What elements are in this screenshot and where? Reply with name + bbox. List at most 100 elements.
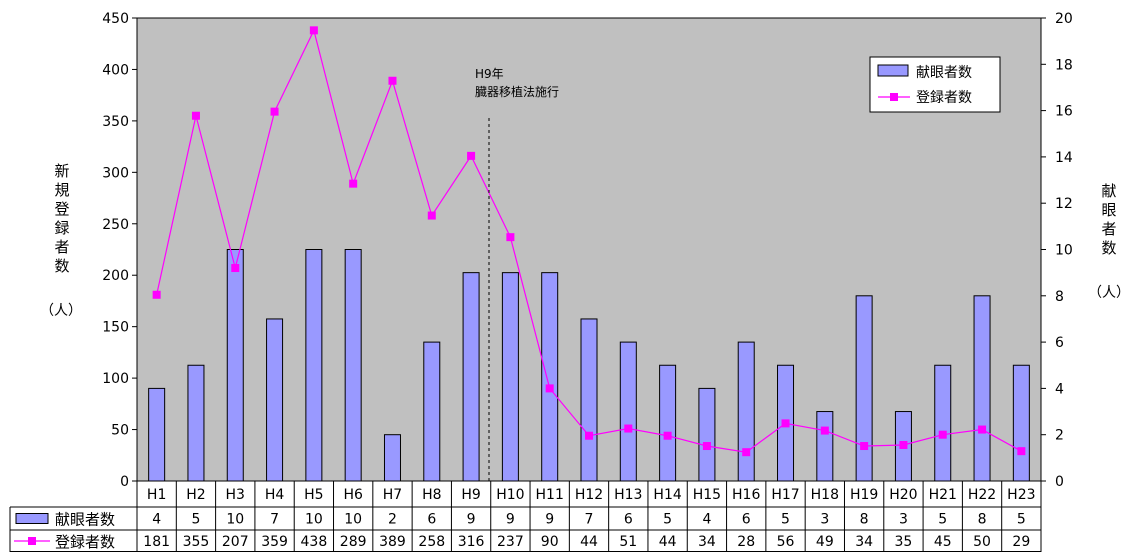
registrants-point-H17: [781, 419, 790, 428]
category-label-H21: H21: [929, 487, 957, 503]
table-bar-value-H20: 3: [899, 512, 908, 528]
bar-H14: [659, 364, 677, 482]
right-axis-title-char: 者: [1101, 220, 1116, 238]
table-line-value-H15: 34: [698, 534, 716, 550]
registrants-point-H23: [1017, 447, 1026, 456]
table-line-value-H12: 44: [580, 534, 598, 550]
bar-H15: [698, 387, 716, 482]
table-bar-value-H12: 7: [585, 512, 594, 528]
bar-H6: [344, 249, 362, 482]
table-bar-value-H23: 5: [1017, 512, 1026, 528]
category-label-H8: H8: [422, 487, 441, 503]
table-line-value-H1: 181: [143, 534, 170, 550]
table-bar-value-H22: 8: [978, 512, 987, 528]
table-line-value-H11: 90: [541, 534, 559, 550]
table-bar-value-H15: 4: [702, 512, 711, 528]
left-tick-label: 200: [102, 268, 129, 284]
category-label-H9: H9: [461, 487, 480, 503]
table-line-value-H2: 355: [183, 534, 210, 550]
left-tick-label: 50: [111, 423, 129, 439]
category-label-H16: H16: [732, 487, 760, 503]
left-tick-label: 250: [102, 217, 129, 233]
right-tick-label: 6: [1055, 335, 1064, 351]
left-tick-label: 150: [102, 320, 129, 336]
bar-H2: [187, 364, 205, 482]
left-axis-unit: （人）: [40, 303, 82, 319]
bar-H23: [1012, 364, 1030, 482]
table-bar-value-H1: 4: [152, 512, 161, 528]
table-bar-value-H9: 9: [467, 512, 476, 528]
right-tick-label: 18: [1055, 57, 1073, 73]
right-tick-label: 8: [1055, 289, 1064, 305]
left-axis-title-char: 録: [54, 219, 69, 237]
right-tick-label: 12: [1055, 196, 1073, 212]
registrants-point-H15: [702, 442, 711, 451]
registrants-point-H8: [427, 211, 436, 220]
category-label-H12: H12: [575, 487, 603, 503]
table-line-value-H7: 389: [379, 534, 406, 550]
table-bar-key: [15, 513, 49, 524]
legend-line-label: 登録者数: [916, 90, 972, 106]
table-bar-value-H17: 5: [781, 512, 790, 528]
right-axis-title-char: 眼: [1101, 201, 1116, 219]
table-bar-value-H21: 5: [938, 512, 947, 528]
left-axis-title-char: 新: [54, 162, 69, 180]
table-bar-value-H6: 10: [344, 512, 362, 528]
right-tick-label: 14: [1055, 150, 1073, 166]
category-label-H5: H5: [304, 487, 323, 503]
table-bar-value-H5: 10: [305, 512, 323, 528]
category-label-H18: H18: [811, 487, 839, 503]
left-axis-title-char: 数: [54, 257, 69, 275]
category-label-H4: H4: [265, 487, 285, 503]
table-bar-value-H3: 10: [226, 512, 244, 528]
right-axis-title-char: 献: [1101, 182, 1116, 200]
table-line-value-H17: 56: [777, 534, 795, 550]
table-line-value-H14: 44: [659, 534, 677, 550]
registrants-point-H20: [899, 440, 908, 449]
bar-H16: [737, 341, 755, 482]
left-tick-label: 100: [102, 371, 129, 387]
right-tick-label: 16: [1055, 104, 1073, 120]
left-tick-label: 300: [102, 165, 129, 181]
bar-H12: [580, 318, 598, 482]
table-line-value-H10: 237: [497, 534, 524, 550]
table-line-value-H3: 207: [222, 534, 249, 550]
table-line-value-H13: 51: [619, 534, 637, 550]
registrants-point-H4: [270, 107, 279, 116]
right-axis-unit: （人）: [1088, 285, 1130, 301]
right-tick-label: 10: [1055, 243, 1073, 259]
table-bar-value-H16: 6: [742, 512, 751, 528]
category-label-H11: H11: [536, 487, 564, 503]
table-line-value-H21: 45: [934, 534, 952, 550]
right-tick-label: 20: [1055, 11, 1073, 27]
bar-H19: [855, 295, 873, 482]
left-tick-label: 400: [102, 62, 129, 78]
data-table: H14181H25355H310207H47359H510438H610289H…: [9, 480, 1042, 552]
registrants-point-H1: [152, 290, 161, 299]
table-bar-value-H13: 6: [624, 512, 633, 528]
table-line-value-H4: 359: [261, 534, 288, 550]
bar-H4: [266, 318, 284, 482]
left-tick-label: 350: [102, 114, 129, 130]
table-line-row-label: 登録者数: [55, 533, 115, 551]
table-line-value-H16: 28: [737, 534, 755, 550]
left-axis-title-char: 者: [54, 238, 69, 256]
bar-H11: [541, 272, 559, 482]
table-line-value-H5: 438: [301, 534, 328, 550]
legend: 献眼者数 登録者数: [869, 56, 1001, 113]
table-line-value-H9: 316: [458, 534, 485, 550]
table-bar-row-label: 献眼者数: [55, 511, 115, 529]
right-tick-label: 4: [1055, 381, 1064, 397]
category-label-H13: H13: [614, 487, 642, 503]
right-tick-label: 0: [1055, 474, 1064, 490]
registrants-point-H5: [309, 26, 318, 35]
bar-H5: [305, 249, 323, 482]
registrants-point-H21: [938, 430, 947, 439]
registrants-point-H2: [191, 111, 200, 120]
category-label-H14: H14: [653, 487, 681, 503]
table-line-key-marker: [28, 537, 36, 545]
registrants-point-H6: [349, 179, 358, 188]
table-bar-value-H2: 5: [191, 512, 200, 528]
registrants-point-H13: [624, 424, 633, 433]
bar-H9: [462, 272, 480, 482]
